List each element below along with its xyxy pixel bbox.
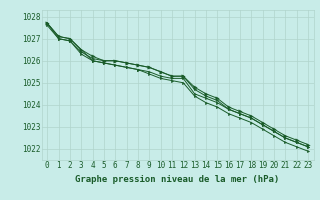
X-axis label: Graphe pression niveau de la mer (hPa): Graphe pression niveau de la mer (hPa) xyxy=(76,175,280,184)
